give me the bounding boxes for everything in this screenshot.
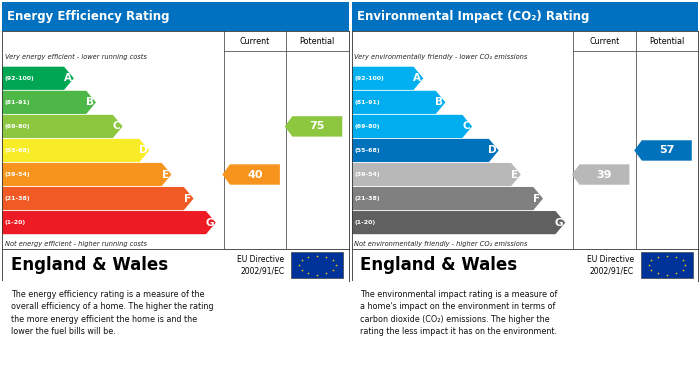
Polygon shape — [2, 211, 216, 234]
Text: B: B — [85, 97, 94, 108]
Polygon shape — [351, 211, 565, 234]
Text: Very environmentally friendly - lower CO₂ emissions: Very environmentally friendly - lower CO… — [354, 54, 528, 60]
Text: 39: 39 — [596, 170, 612, 179]
Polygon shape — [2, 187, 193, 210]
Polygon shape — [351, 139, 498, 162]
Text: F: F — [183, 194, 191, 204]
Text: The environmental impact rating is a measure of
a home's impact on the environme: The environmental impact rating is a mea… — [360, 290, 557, 336]
Text: Energy Efficiency Rating: Energy Efficiency Rating — [7, 10, 169, 23]
Text: (21-38): (21-38) — [5, 196, 30, 201]
Polygon shape — [634, 140, 692, 161]
Text: C: C — [462, 122, 470, 131]
Text: Not energy efficient - higher running costs: Not energy efficient - higher running co… — [5, 241, 147, 247]
Polygon shape — [351, 163, 521, 186]
Text: Current: Current — [589, 36, 620, 45]
Text: (1-20): (1-20) — [5, 220, 26, 225]
Text: A: A — [64, 73, 71, 83]
Text: C: C — [113, 122, 120, 131]
Polygon shape — [2, 91, 96, 114]
Polygon shape — [351, 91, 445, 114]
Text: D: D — [139, 145, 147, 156]
Text: (39-54): (39-54) — [354, 172, 380, 177]
Text: Very energy efficient - lower running costs: Very energy efficient - lower running co… — [5, 54, 146, 60]
Polygon shape — [351, 67, 423, 90]
Polygon shape — [2, 139, 149, 162]
Text: (55-68): (55-68) — [354, 148, 380, 153]
Text: (81-91): (81-91) — [5, 100, 30, 105]
Text: F: F — [533, 194, 540, 204]
Text: G: G — [205, 218, 214, 228]
Text: England & Wales: England & Wales — [10, 256, 168, 274]
Polygon shape — [2, 115, 122, 138]
Polygon shape — [2, 67, 73, 90]
Text: E: E — [511, 170, 518, 179]
Text: Potential: Potential — [649, 36, 685, 45]
Text: (92-100): (92-100) — [5, 76, 34, 81]
Text: (39-54): (39-54) — [5, 172, 30, 177]
Text: (1-20): (1-20) — [354, 220, 375, 225]
Text: (81-91): (81-91) — [354, 100, 380, 105]
Text: The energy efficiency rating is a measure of the
overall efficiency of a home. T: The energy efficiency rating is a measur… — [10, 290, 214, 336]
Text: (21-38): (21-38) — [354, 196, 380, 201]
Text: D: D — [488, 145, 497, 156]
Text: Not environmentally friendly - higher CO₂ emissions: Not environmentally friendly - higher CO… — [354, 241, 528, 247]
Polygon shape — [351, 187, 543, 210]
Text: 57: 57 — [659, 145, 675, 156]
Polygon shape — [2, 163, 172, 186]
Text: 40: 40 — [247, 170, 262, 179]
Text: England & Wales: England & Wales — [360, 256, 517, 274]
Text: 75: 75 — [309, 122, 325, 131]
Polygon shape — [223, 164, 280, 185]
Text: Potential: Potential — [300, 36, 335, 45]
Text: A: A — [413, 73, 421, 83]
Bar — [640, 253, 693, 278]
Text: (92-100): (92-100) — [354, 76, 384, 81]
Text: (69-80): (69-80) — [5, 124, 30, 129]
Polygon shape — [285, 116, 342, 136]
Polygon shape — [572, 164, 629, 185]
Polygon shape — [351, 115, 472, 138]
Text: G: G — [554, 218, 564, 228]
Text: E: E — [162, 170, 169, 179]
Text: (55-68): (55-68) — [5, 148, 30, 153]
Text: EU Directive
2002/91/EC: EU Directive 2002/91/EC — [587, 255, 634, 275]
Text: (69-80): (69-80) — [354, 124, 380, 129]
Text: B: B — [435, 97, 443, 108]
Text: Current: Current — [240, 36, 270, 45]
Text: EU Directive
2002/91/EC: EU Directive 2002/91/EC — [237, 255, 284, 275]
Bar — [291, 253, 343, 278]
Text: Environmental Impact (CO₂) Rating: Environmental Impact (CO₂) Rating — [357, 10, 589, 23]
